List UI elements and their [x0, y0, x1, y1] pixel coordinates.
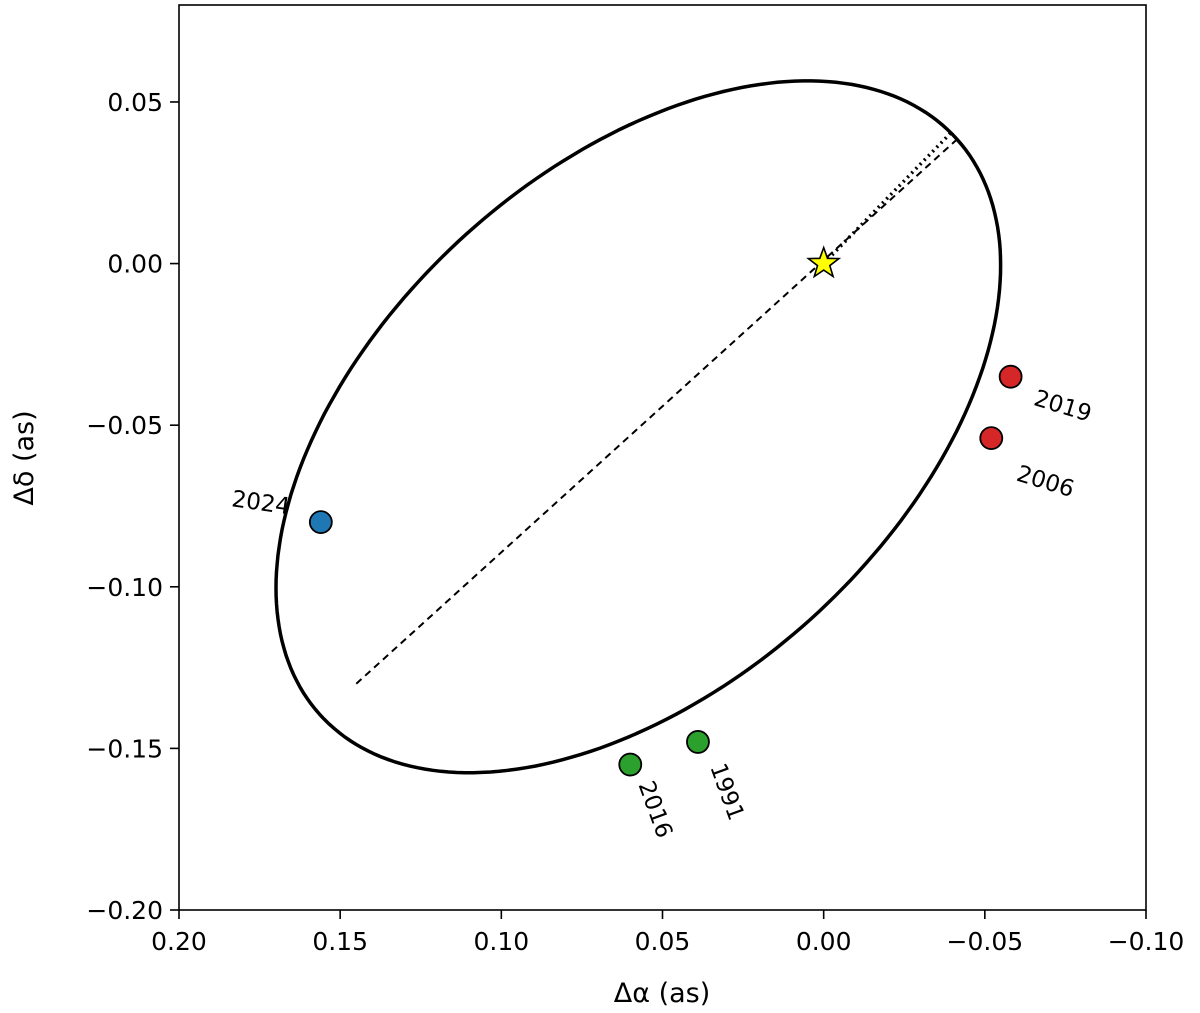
y-axis: 0.05 0.00 −0.05 −0.10 −0.15 −0.20: [86, 88, 179, 925]
y-tick-label: −0.10: [86, 573, 163, 602]
epoch-point-2019: [998, 364, 1023, 389]
x-tick-label: 0.00: [796, 927, 852, 956]
x-tick-label: 0.05: [635, 927, 691, 956]
epoch-point-2024: [308, 510, 333, 535]
x-tick-label: 0.20: [151, 927, 207, 956]
x-tick-label: −0.05: [947, 927, 1024, 956]
epoch-point-2016: [618, 752, 643, 777]
y-tick-label: −0.20: [86, 896, 163, 925]
periastron-line: [822, 129, 954, 265]
y-tick-label: −0.05: [86, 411, 163, 440]
x-axis-label: Δα (as): [614, 978, 711, 1009]
central-star-icon: [806, 245, 842, 279]
epoch-point-2006: [979, 426, 1004, 451]
x-tick-label: 0.15: [312, 927, 368, 956]
x-axis: 0.20 0.15 0.10 0.05 0.00 −0.05 −0.10: [151, 910, 1184, 956]
epoch-point-1991: [686, 730, 710, 754]
y-axis-label: Δδ (as): [9, 410, 40, 505]
y-tick-label: 0.00: [107, 250, 163, 279]
x-tick-label: −0.10: [1108, 927, 1185, 956]
x-tick-label: 0.10: [473, 927, 529, 956]
y-tick-label: −0.15: [86, 734, 163, 763]
y-tick-label: 0.05: [107, 88, 163, 117]
